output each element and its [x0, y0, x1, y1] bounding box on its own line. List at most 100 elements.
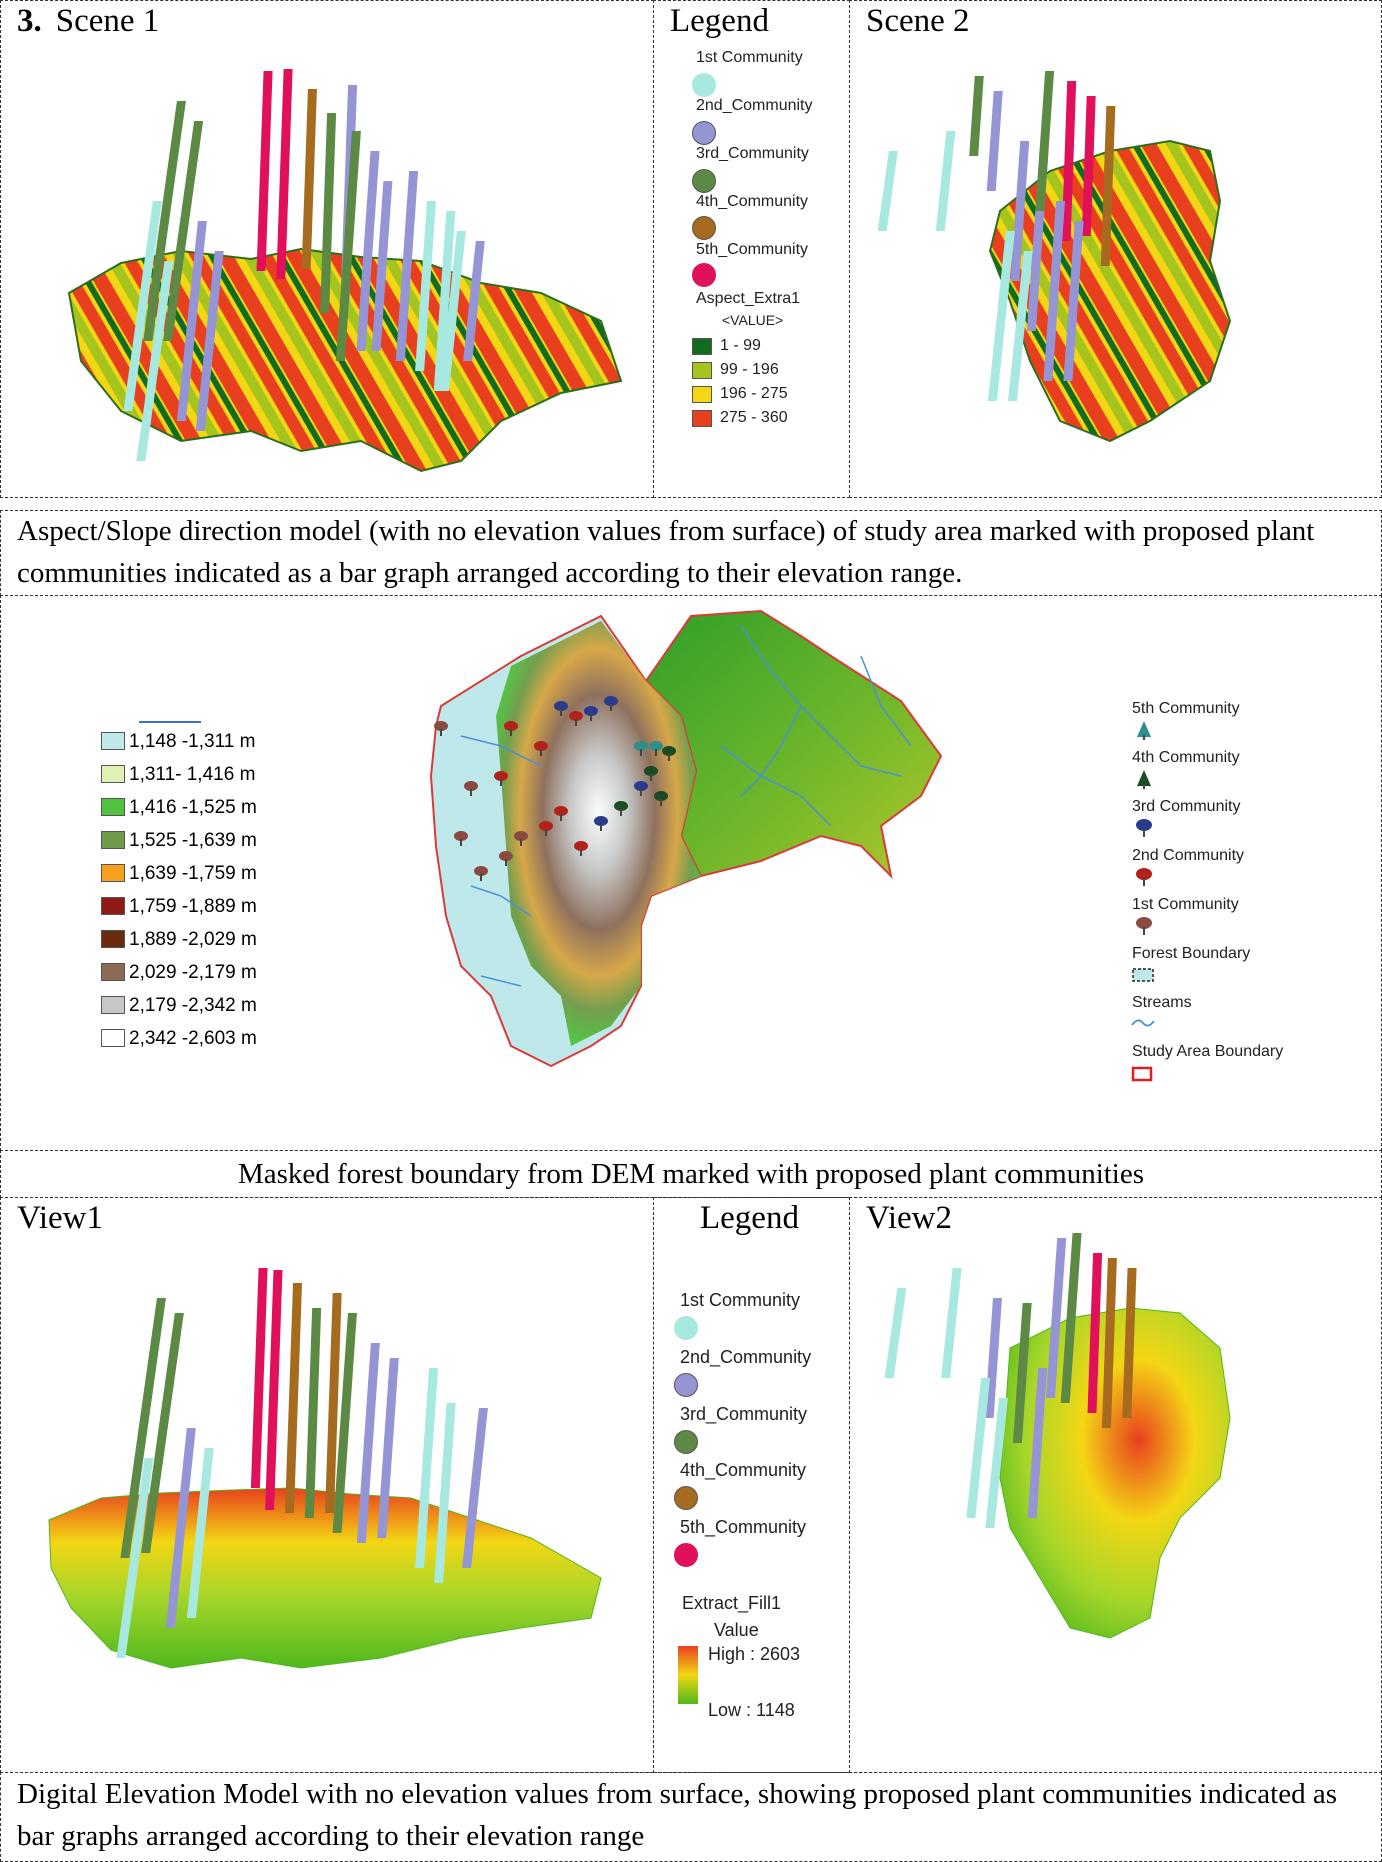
legend1-community-2-label: 2nd_Community	[696, 97, 813, 114]
legend1-raster-subtitle: <VALUE>	[722, 312, 783, 330]
legend1-community-1-swatch	[692, 73, 716, 97]
legend1-class-4: 275 - 360	[720, 409, 788, 427]
community-bar	[985, 1398, 1008, 1528]
community-tree-icon	[554, 701, 568, 716]
community-bar	[1101, 1258, 1117, 1428]
legend-top-line	[139, 721, 201, 723]
community-bar	[265, 1270, 283, 1510]
view1-title: View1	[17, 1200, 103, 1236]
community-tree-icon	[594, 816, 608, 831]
legend2-community-4: 4th_Community	[680, 1460, 806, 1481]
scene1-terrain	[67, 247, 623, 473]
study-area-boundary-icon	[1131, 1066, 1153, 1082]
symbol-legend-item-4-label: 2nd Community	[1132, 847, 1245, 864]
legend2-community-3-swatch	[674, 1430, 698, 1454]
legend1-community-3-label: 3rd_Community	[696, 145, 809, 162]
community-bar	[1027, 1368, 1048, 1518]
legend2-low-value: Low : 1148	[708, 1700, 795, 1721]
community-bar	[987, 231, 1015, 401]
community-tree-icon	[634, 781, 648, 796]
community-bar	[116, 1458, 154, 1658]
elevation-class-4-swatch	[101, 831, 125, 849]
figure-number: 3.	[17, 3, 42, 39]
red-tree-icon	[1136, 868, 1152, 886]
community-bar	[186, 1448, 214, 1618]
symbol-legend-item-6: Forest Boundary	[1132, 945, 1250, 963]
legend2-panel: Legend 1st Community 2nd_Community 3rd_C…	[653, 1197, 850, 1773]
community-bar	[1061, 81, 1077, 241]
legend2-raster-subtitle-text: Value	[714, 1620, 759, 1640]
community-bar	[462, 1408, 488, 1568]
scene2-aspect-3d-map	[877, 71, 1232, 443]
legend1-class-4-swatch	[692, 410, 712, 427]
community-bar	[356, 151, 380, 351]
community-tree-icon	[464, 781, 478, 796]
caption-forest-dem: Masked forest boundary from DEM marked w…	[237, 1158, 1145, 1190]
tree-symbols	[434, 696, 676, 881]
legend1-community-3: 3rd_Community	[696, 145, 809, 163]
community-bar	[136, 261, 174, 461]
view2-dem-3d-map	[884, 1233, 1231, 1639]
community-tree-icon	[504, 721, 518, 736]
community-tree-icon	[614, 801, 628, 816]
community-bar	[986, 91, 1003, 191]
elevation-class-2: 1,311- 1,416 m	[101, 764, 255, 786]
symbol-legend-item-7-label: Streams	[1132, 994, 1192, 1011]
community-bar	[1012, 1303, 1032, 1443]
elevation-class-1-swatch	[101, 732, 125, 750]
community-tree-icon	[649, 741, 663, 756]
community-bar	[1122, 1268, 1137, 1418]
legend1-community-5-swatch	[692, 263, 716, 287]
elevation-class-1-label: 1,148 -1,311 m	[129, 731, 256, 752]
community-tree-icon	[644, 766, 658, 781]
view2-title: View2	[866, 1200, 952, 1236]
community-bar	[415, 1368, 439, 1568]
view2-panel: View2	[849, 1197, 1382, 1773]
elevation-class-7-swatch	[101, 930, 125, 948]
community-tree-icon	[554, 806, 568, 821]
dem-map-panel: 1,148 -1,311 m 1,311- 1,416 m 1,416 -1,5…	[0, 595, 1382, 1151]
dark-conifer-icon	[1137, 770, 1151, 789]
legend1-class-1-label: 1 - 99	[720, 337, 761, 354]
scene1-panel: 3. Scene 1	[0, 0, 654, 498]
community-bar	[1007, 251, 1033, 401]
legend1-raster-title: Aspect_Extra1	[696, 290, 800, 308]
teal-conifer-icon	[1137, 721, 1151, 740]
community-bar	[250, 1268, 268, 1488]
community-tree-icon	[454, 831, 468, 846]
symbol-legend-item-5: 1st Community	[1132, 896, 1239, 914]
symbol-legend-item-1: 5th Community	[1132, 700, 1240, 718]
elevation-class-1: 1,148 -1,311 m	[101, 731, 255, 753]
legend1-community-2-swatch	[692, 121, 716, 145]
community-bar	[176, 221, 207, 421]
community-tree-icon	[514, 831, 528, 846]
community-bar	[1010, 141, 1030, 281]
caption1-panel: Aspect/Slope direction model (with no el…	[0, 510, 1382, 596]
symbol-legend-item-2: 4th Community	[1132, 749, 1240, 767]
legend2-community-2-label: 2nd_Community	[680, 1347, 812, 1367]
elevation-class-10: 2,342 -2,603 m	[101, 1028, 257, 1050]
elevation-class-8-label: 2,029 -2,179 m	[129, 962, 257, 983]
legend1-community-4-swatch	[692, 216, 716, 240]
legend2-community-5: 5th_Community	[680, 1517, 806, 1538]
community-bar	[941, 1268, 962, 1378]
community-bar	[304, 1308, 322, 1518]
scene1-bars	[123, 69, 485, 461]
elevation-class-10-swatch	[101, 1029, 125, 1047]
legend1-community-3-swatch	[692, 169, 716, 193]
community-tree-icon	[499, 851, 513, 866]
elevation-class-9: 2,179 -2,342 m	[101, 995, 257, 1017]
community-bar	[143, 101, 186, 341]
community-bar	[395, 171, 419, 361]
symbol-legend-item-1-label: 5th Community	[1132, 700, 1240, 717]
caption-dem-model: Digital Elevation Model with no elevatio…	[17, 1778, 1337, 1852]
legend1-class-1: 1 - 99	[720, 337, 761, 355]
legend2-community-1-swatch	[674, 1316, 698, 1340]
community-bar	[1043, 201, 1066, 381]
symbol-legend-item-7: Streams	[1132, 994, 1192, 1012]
legend1-title: Legend	[670, 3, 769, 39]
elevation-class-3-label: 1,416 -1,525 m	[129, 797, 257, 818]
community-tree-icon	[569, 711, 583, 726]
community-bar	[276, 69, 293, 279]
community-bar	[165, 1428, 196, 1628]
